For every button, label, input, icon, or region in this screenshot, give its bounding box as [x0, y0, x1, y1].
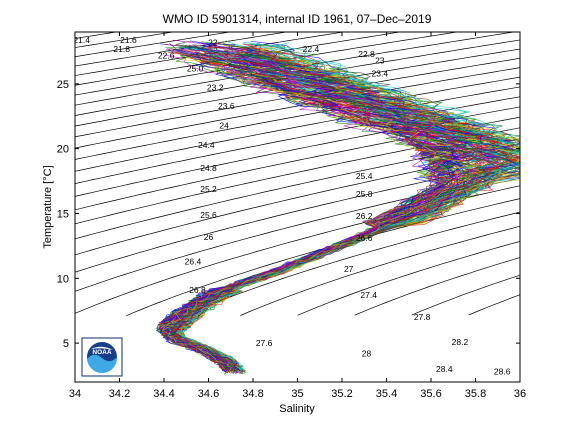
contour-label: 21.8 [113, 44, 130, 54]
contour-labels: 21.4 21.621.8 22 22.4 22.6 22.823 23.4 23.2 23.6… [73, 35, 511, 377]
y-tick-label: 15 [57, 208, 69, 220]
x-tick-label: 34.2 [109, 388, 130, 400]
isopycnal-line [468, 294, 520, 316]
isopycnal-line [183, 211, 520, 316]
contour-label: 21.4 [73, 35, 90, 45]
y-tick-label: 5 [63, 338, 69, 350]
x-tick-label: 35.4 [376, 388, 397, 400]
contour-label: 23.6 [218, 101, 235, 111]
isopycnal-line [75, 185, 520, 314]
isopycnal-line [75, 76, 520, 160]
isopycnal-line [75, 96, 520, 184]
y-tick-label: 20 [57, 144, 69, 156]
chart-title: WMO ID 5901314, internal ID 1961, 07–Dec… [163, 12, 432, 26]
y-axis-label: Temperature [°C] [42, 165, 54, 248]
isopycnal-line [75, 32, 346, 76]
contour-label: 22.4 [303, 44, 320, 54]
contour-label: 22.6 [158, 50, 175, 60]
contour-label: 27 [344, 264, 354, 274]
x-tick-label: 35.2 [331, 388, 352, 400]
contour-label: 23.2 [207, 83, 224, 93]
x-tick-label: 35 [291, 388, 303, 400]
contour-label: 25.2 [200, 184, 217, 194]
contour-label: 26.6 [356, 233, 373, 243]
contour-label: 23 [375, 56, 385, 66]
isopycnal-line [75, 86, 520, 172]
x-axis: 34 34.2 34.4 34.6 34.8 35 35.2 35.4 35.6 35.8 36 [69, 32, 526, 400]
isopycnal-line [526, 308, 542, 315]
isopycnal-line [75, 32, 403, 86]
contour-label: 24.8 [200, 163, 217, 173]
noaa-logo: NOAA [81, 337, 123, 377]
contour-label: 22.8 [358, 49, 375, 59]
isopycnal-line [354, 257, 520, 316]
x-tick-label: 34.6 [198, 388, 219, 400]
y-axis: 5 10 15 20 25 [57, 79, 520, 350]
isopycnal-line [75, 67, 520, 149]
profile-line [165, 42, 495, 370]
x-tick-label: 35.6 [420, 388, 441, 400]
isopycnal-line [240, 225, 520, 316]
contour-label: 25.6 [200, 210, 217, 220]
contour-label: 26.8 [189, 285, 206, 295]
x-tick-label: 34 [69, 388, 81, 400]
contour-label: 27.4 [360, 290, 377, 300]
contour-label: 24 [219, 120, 229, 130]
isopycnal-line [75, 32, 289, 67]
contour-label: 28 [362, 349, 372, 359]
contour-label: 25.4 [356, 171, 373, 181]
contour-label: 27.8 [414, 312, 431, 322]
contour-label: 28.4 [436, 364, 453, 374]
x-tick-label: 35.8 [465, 388, 486, 400]
contour-label: 28.6 [494, 367, 511, 377]
svg-text:NOAA: NOAA [92, 349, 111, 356]
profile-line [160, 51, 455, 372]
y-tick-label: 25 [57, 79, 69, 91]
isopycnal-line [75, 32, 232, 58]
contour-label: 23.4 [372, 69, 389, 79]
contour-label: 25.0 [187, 63, 204, 73]
isopycnal-line [75, 32, 176, 48]
profile-line [169, 53, 507, 372]
x-tick-label: 36 [514, 388, 526, 400]
contour-label: 24.4 [198, 140, 215, 150]
profile-line [161, 57, 480, 372]
profile-line [179, 42, 520, 370]
contour-label: 21.6 [120, 35, 137, 45]
contour-label: 27.6 [256, 338, 273, 348]
isopycnal-line [297, 241, 520, 316]
contour-label: 25.8 [356, 189, 373, 199]
contour-label: 26.2 [356, 211, 373, 221]
contour-label: 22 [208, 37, 218, 47]
contour-label: 26.4 [185, 256, 202, 266]
y-tick-label: 10 [57, 273, 69, 285]
x-tick-label: 34.4 [153, 388, 174, 400]
contour-label: 28.2 [452, 337, 469, 347]
x-axis-label: Salinity [279, 403, 315, 415]
isopycnal-line [411, 274, 520, 316]
x-tick-label: 34.8 [242, 388, 263, 400]
float-profiles [155, 39, 520, 375]
contour-label: 26 [204, 232, 214, 242]
profile-line [173, 43, 506, 370]
